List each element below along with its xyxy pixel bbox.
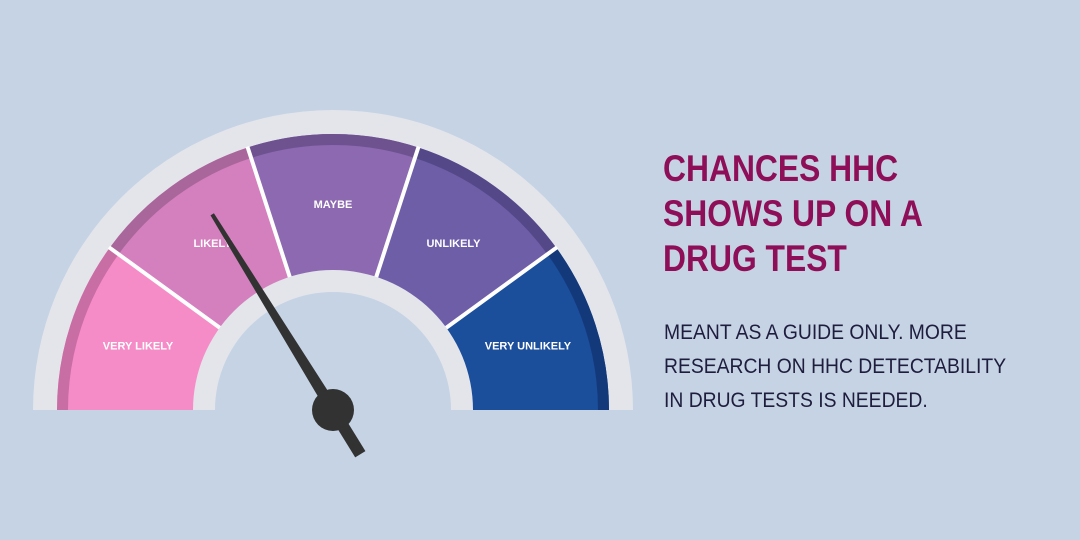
segment-edge-unlikely [414,147,557,255]
segment-maybe [247,134,419,279]
needle-hub [312,389,354,431]
segment-very-unlikely [444,247,609,410]
gauge-labels: VERY LIKELY LIKELY MAYBE UNLIKELY VERY UNLIK… [103,199,572,353]
segment-label-maybe: MAYBE [314,199,353,211]
segment-likely [109,147,291,329]
headline: CHANCES HHC SHOWS UP ON A DRUG TEST [663,146,1007,281]
segment-edge-likely [109,147,252,255]
headline-line-3: DRUG TEST [663,238,847,279]
segment-label-very-likely: VERY LIKELY [103,341,174,353]
segment-very-likely [57,247,222,410]
segment-label-very-unlikely: VERY UNLIKELY [485,341,572,353]
segment-divider [442,245,559,332]
headline-line-1: CHANCES HHC [663,148,899,189]
gauge-needle [210,213,366,458]
note-line-1: MEANT AS A GUIDE ONLY. MORE [664,321,967,344]
segment-label-likely: LIKELY [193,238,232,250]
segment-edge-very-unlikely [547,247,609,410]
note-line-3: IN DRUG TESTS IS NEEDED. [664,389,928,412]
segment-label-unlikely: UNLIKELY [426,238,481,250]
gauge-inner-rim [193,270,473,410]
headline-line-2: SHOWS UP ON A [663,193,923,234]
segment-edge-maybe [247,134,419,158]
likelihood-gauge: VERY LIKELY LIKELY MAYBE UNLIKELY VERY UNLIK… [33,110,633,458]
segment-divider [245,145,293,281]
segment-divider [373,145,421,281]
note-line-2: RESEARCH ON HHC DETECTABILITY [664,355,1007,378]
segment-edge-very-likely [57,247,119,410]
gauge-segments [57,134,609,410]
segment-unlikely [375,147,557,329]
segment-divider [107,245,224,332]
disclaimer-note: MEANT AS A GUIDE ONLY. MORE RESEARCH ON … [664,316,1060,418]
